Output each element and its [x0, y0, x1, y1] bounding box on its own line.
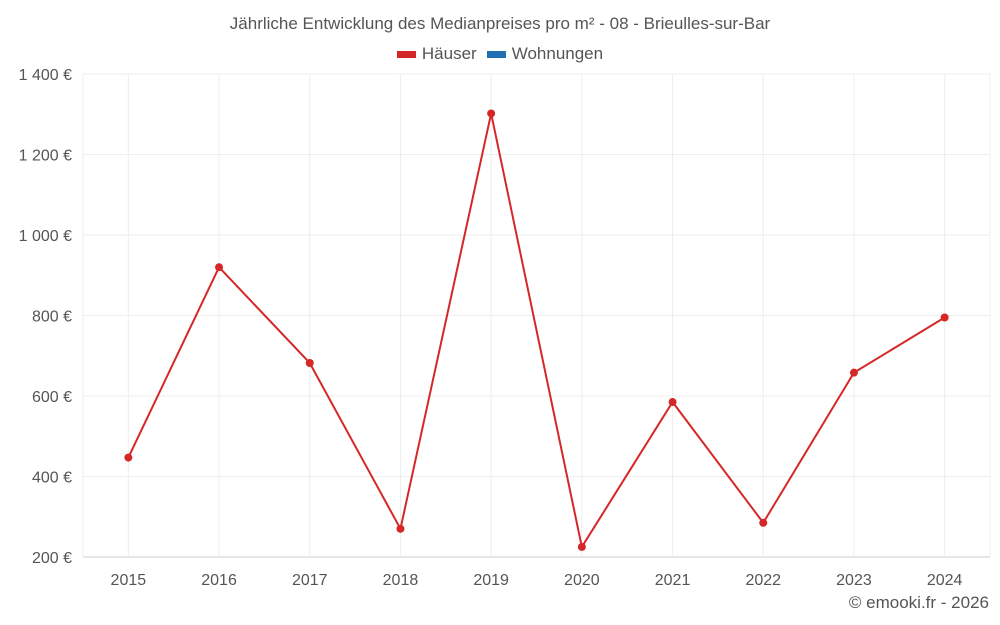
- y-tick-label: 1 400 €: [19, 67, 72, 84]
- data-point: [577, 542, 586, 551]
- data-point: [849, 368, 858, 377]
- legend: Häuser Wohnungen: [0, 44, 1000, 64]
- y-tick-label: 1 200 €: [19, 148, 72, 165]
- y-tick-label: 200 €: [32, 550, 72, 567]
- data-point: [124, 453, 133, 462]
- data-point: [668, 398, 677, 407]
- x-tick-label: 2018: [383, 572, 419, 589]
- chart-title: Jährliche Entwicklung des Medianpreises …: [229, 14, 771, 33]
- x-tick-label: 2021: [655, 572, 691, 589]
- y-tick-label: 400 €: [32, 470, 72, 487]
- x-tick-label: 2019: [473, 572, 509, 589]
- legend-swatch-haeuser: [396, 50, 416, 58]
- x-tick-label: 2020: [564, 572, 600, 589]
- legend-label-haeuser: Häuser: [421, 44, 477, 63]
- data-point: [940, 313, 949, 322]
- y-tick-label: 600 €: [32, 389, 72, 406]
- x-tick-label: 2015: [111, 572, 147, 589]
- series-line-huser: [127, 112, 946, 548]
- x-tick-label: 2017: [292, 572, 328, 589]
- y-tick-label: 1 000 €: [19, 228, 72, 245]
- legend-label-wohnungen: Wohnungen: [511, 44, 604, 63]
- data-point: [487, 109, 496, 118]
- data-point: [215, 263, 224, 272]
- x-tick-label: 2022: [745, 572, 781, 589]
- x-tick-label: 2024: [927, 572, 963, 589]
- data-point: [305, 358, 314, 367]
- data-point: [396, 524, 405, 533]
- x-tick-label: 2023: [836, 572, 872, 589]
- data-point: [759, 518, 768, 527]
- x-tick-label: 2016: [201, 572, 237, 589]
- y-tick-label: 800 €: [32, 309, 72, 326]
- legend-item-wohnungen[interactable]: Wohnungen: [486, 44, 604, 64]
- credit-text: © emooki.fr - 2026: [848, 593, 989, 612]
- legend-item-haeuser[interactable]: Häuser: [396, 44, 477, 64]
- legend-swatch-wohnungen: [486, 50, 506, 58]
